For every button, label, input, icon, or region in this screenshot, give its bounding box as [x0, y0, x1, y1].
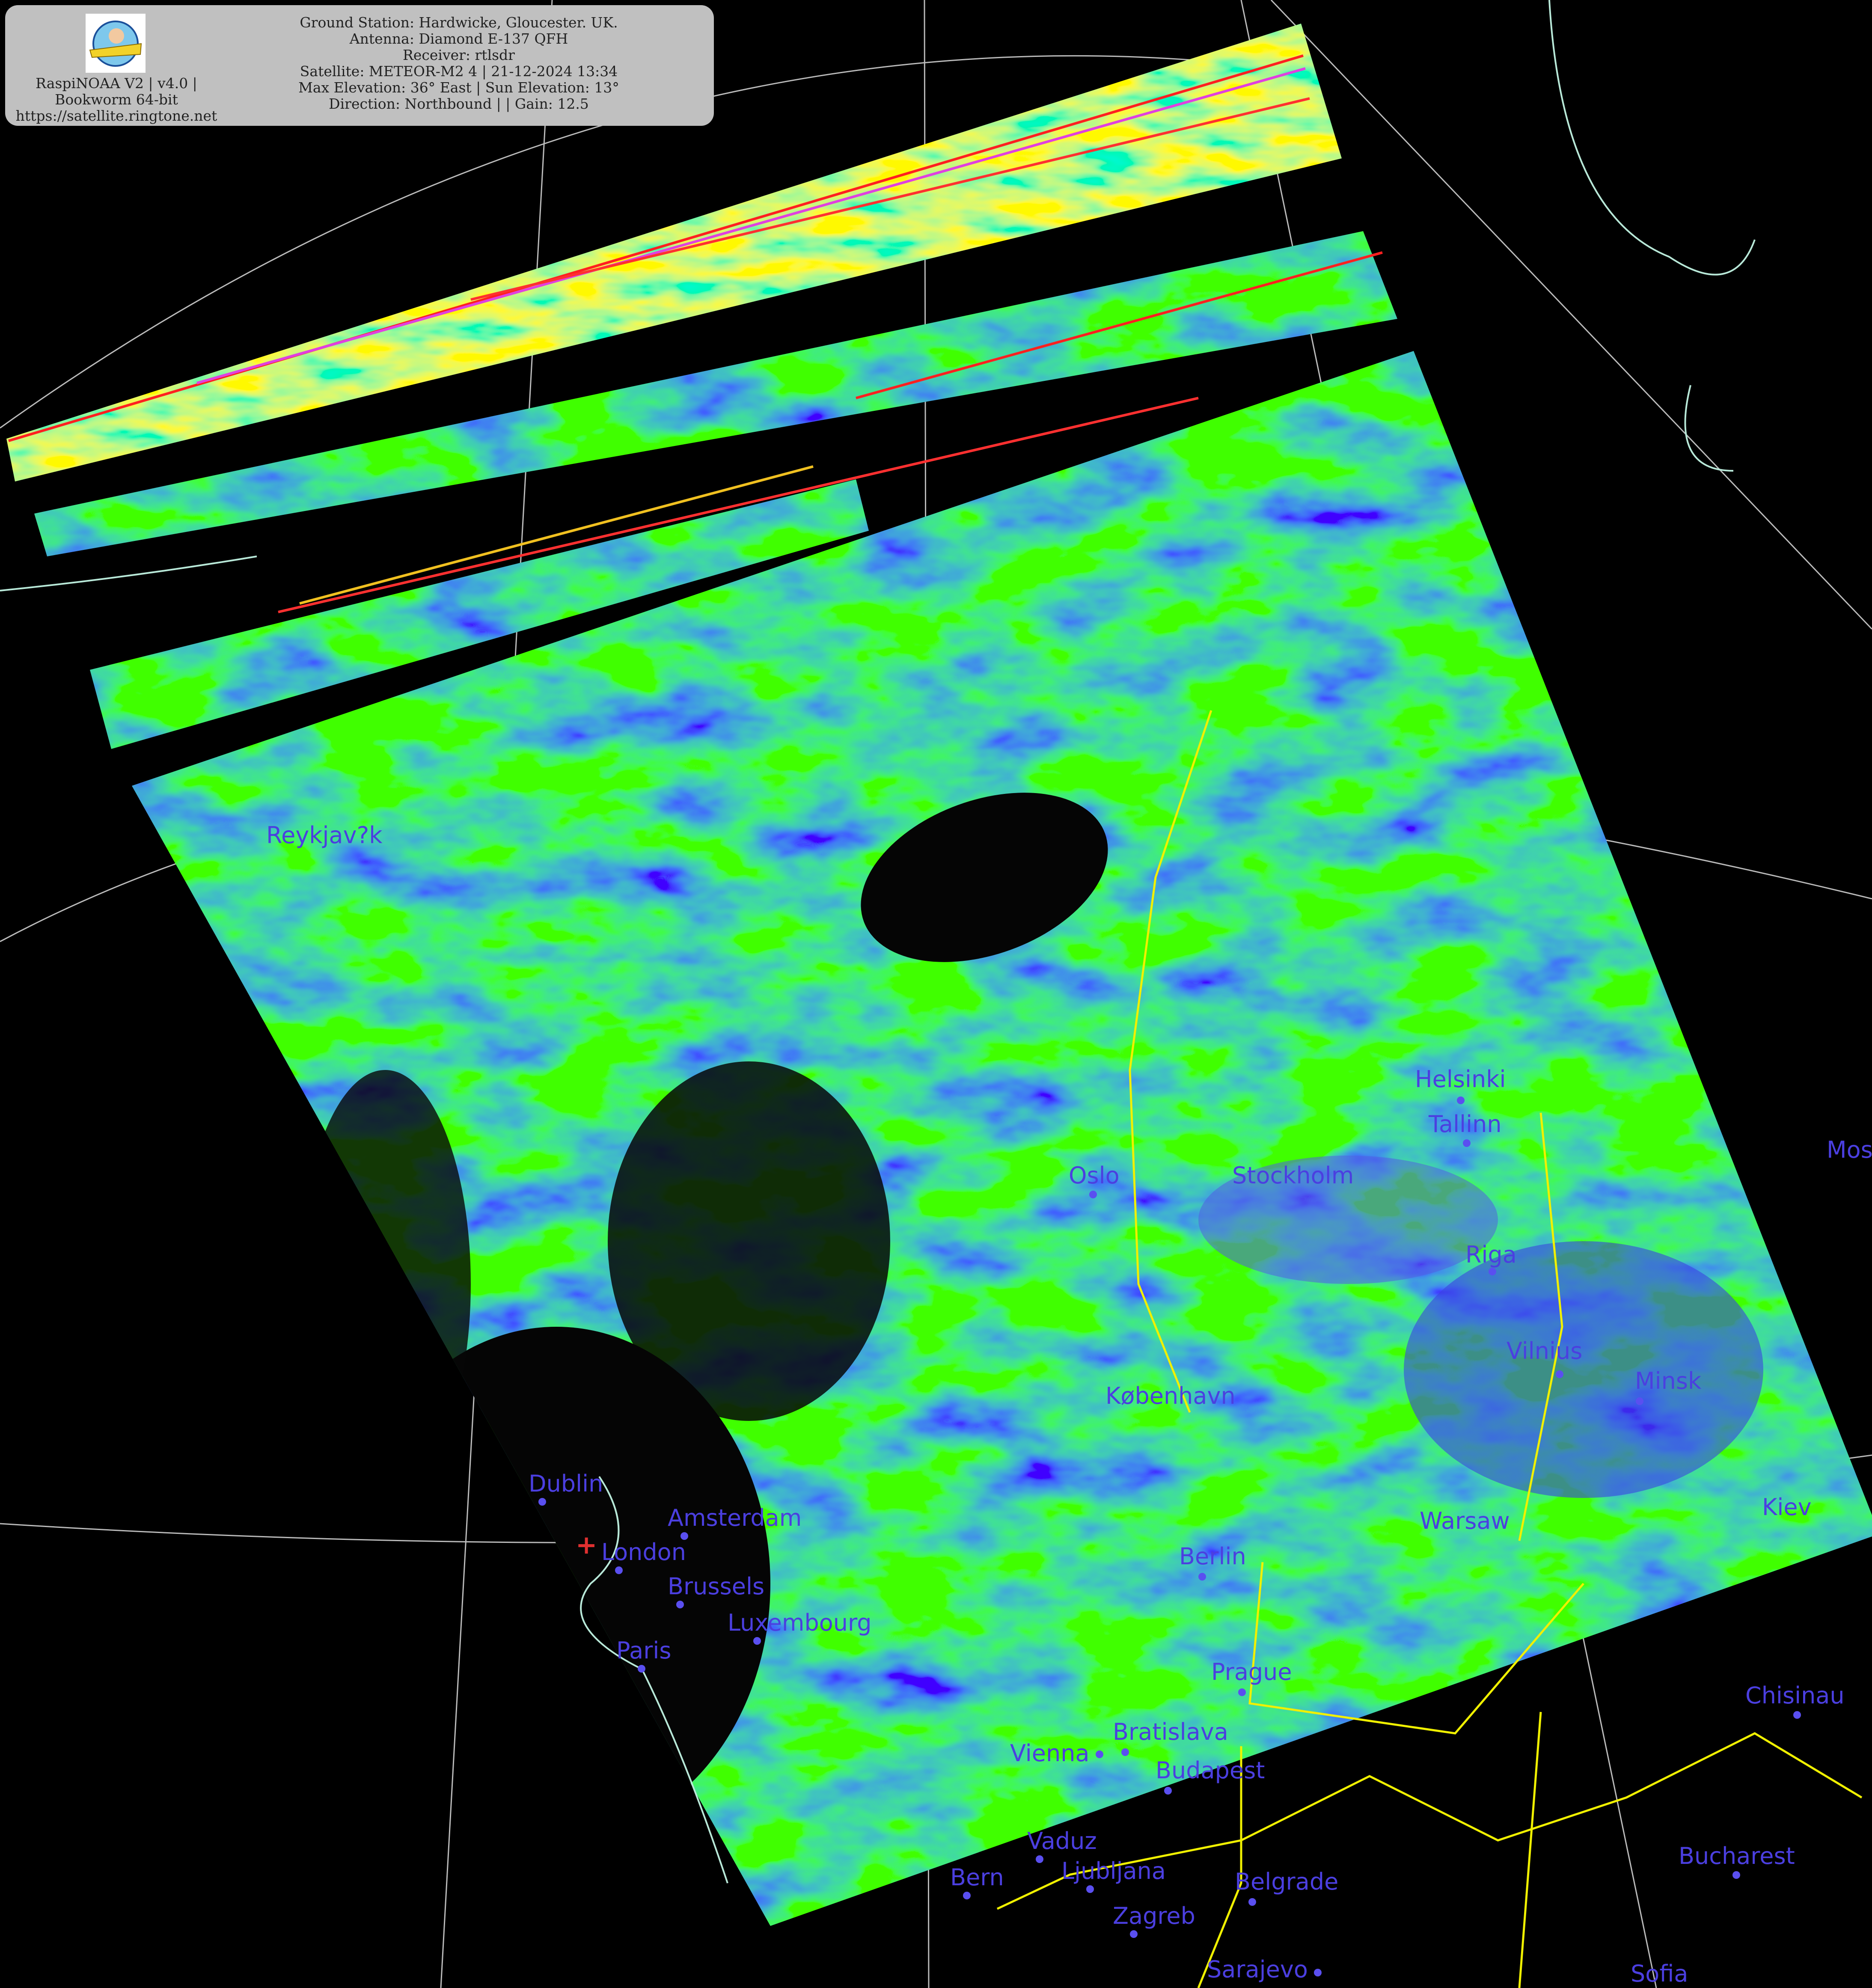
- city-label-oslo: Oslo: [1069, 1162, 1120, 1189]
- city-label-brussels: Brussels: [668, 1573, 765, 1600]
- pass-info-panel: RaspiNOAA V2 | v4.0 | Bookworm 64-bit ht…: [5, 5, 714, 126]
- city-label-stockholm: Stockholm: [1232, 1162, 1354, 1189]
- city-dot: [963, 1892, 971, 1899]
- city-label-berlin: Berlin: [1179, 1543, 1246, 1570]
- city-dot: [638, 1665, 645, 1673]
- city-dot: [1096, 1750, 1103, 1758]
- city-dot: [1636, 1397, 1643, 1405]
- city-dot: [1089, 1191, 1097, 1198]
- city-label-luxembourg: Luxembourg: [728, 1609, 872, 1636]
- city-dot: [1036, 1855, 1043, 1863]
- city-label-vilnius: Vilnius: [1507, 1337, 1583, 1364]
- city-dot: [1457, 1097, 1465, 1104]
- city-dot: [1121, 1748, 1129, 1756]
- city-dot: [1463, 1139, 1471, 1147]
- city-dot: [1793, 1711, 1801, 1719]
- city-dot: [1248, 1898, 1256, 1906]
- os-version: Bookworm 64-bit: [55, 91, 178, 108]
- city-dot: [676, 1601, 684, 1608]
- city-label-warsaw: Warsaw: [1420, 1507, 1510, 1534]
- city-label-reykjavik: Reykjav?k: [266, 822, 383, 849]
- city-label-sofia: Sofia: [1631, 1960, 1688, 1987]
- city-dot: [753, 1637, 761, 1645]
- city-dot: [615, 1566, 623, 1574]
- pilot-plane-logo-icon: [89, 21, 142, 67]
- station-logo: [86, 14, 146, 73]
- elevation: Max Elevation: 36° East | Sun Elevation:…: [298, 79, 619, 96]
- city-label-helsinki: Helsinki: [1415, 1066, 1506, 1093]
- city-dot: [1732, 1871, 1740, 1879]
- city-dot: [1130, 1930, 1138, 1938]
- ground-station: Ground Station: Hardwicke, Gloucester. U…: [300, 14, 618, 31]
- city-label-moscow: Mos: [1827, 1136, 1872, 1163]
- city-label-amsterdam: Amsterdam: [668, 1504, 802, 1531]
- city-label-minsk: Minsk: [1635, 1367, 1702, 1394]
- city-label-kiev: Kiev: [1762, 1494, 1812, 1521]
- noise-lines: [8, 54, 1383, 613]
- country-borders: [996, 710, 1863, 1988]
- swath-strip-1: [6, 24, 1342, 481]
- satellite-datetime: Satellite: METEOR-M2 4 | 21-12-2024 13:3…: [300, 63, 618, 80]
- city-label-london: London: [601, 1539, 686, 1566]
- software-version: RaspiNOAA V2 | v4.0 |: [36, 75, 197, 92]
- city-dot: [1238, 1688, 1246, 1696]
- city-label-belgrade: Belgrade: [1235, 1868, 1339, 1895]
- city-label-bern: Bern: [950, 1864, 1004, 1891]
- city-label-zagreb: Zagreb: [1113, 1902, 1195, 1929]
- antenna: Antenna: Diamond E-137 QFH: [349, 30, 568, 47]
- direction-gain: Direction: Northbound | | Gain: 12.5: [329, 95, 589, 112]
- city-label-bratislava: Bratislava: [1113, 1718, 1228, 1745]
- city-label-riga: Riga: [1465, 1241, 1517, 1268]
- city-dot: [1198, 1573, 1206, 1581]
- swath-strip-2: [34, 231, 1397, 556]
- city-label-tallinn: Tallinn: [1429, 1111, 1502, 1138]
- city-label-prague: Prague: [1211, 1658, 1292, 1685]
- city-label-vienna: Vienna: [1010, 1740, 1090, 1767]
- city-label-kobenhavn: København: [1105, 1382, 1236, 1409]
- city-dot: [1164, 1787, 1172, 1795]
- city-label-budapest: Budapest: [1156, 1757, 1265, 1784]
- coastlines: [0, 0, 1756, 1884]
- city-dot: [1314, 1969, 1322, 1976]
- city-label-dublin: Dublin: [529, 1470, 603, 1497]
- website-link[interactable]: https://satellite.ringtone.net: [15, 107, 217, 124]
- city-dot: [680, 1532, 688, 1540]
- city-dot: [538, 1498, 546, 1506]
- city-dot: [1489, 1268, 1496, 1275]
- city-dot: [1556, 1370, 1563, 1378]
- city-label-vaduz: Vaduz: [1027, 1828, 1097, 1854]
- city-label-paris: Paris: [616, 1637, 672, 1664]
- swath-strip-3: [90, 479, 869, 749]
- receiver: Receiver: rtlsdr: [403, 47, 515, 63]
- ground-station-marker-icon: +: [576, 1530, 597, 1560]
- city-label-ljubljana: Ljubljana: [1061, 1857, 1166, 1884]
- software-info: RaspiNOAA V2 | v4.0 | Bookworm 64-bit ht…: [5, 75, 228, 124]
- pass-details: Ground Station: Hardwicke, Gloucester. U…: [270, 15, 647, 112]
- city-label-chisinau: Chisinau: [1745, 1682, 1845, 1709]
- city-label-bucharest: Bucharest: [1679, 1842, 1795, 1869]
- city-dot: [1086, 1885, 1094, 1893]
- city-label-sarajevo: Sarajevo: [1207, 1956, 1308, 1983]
